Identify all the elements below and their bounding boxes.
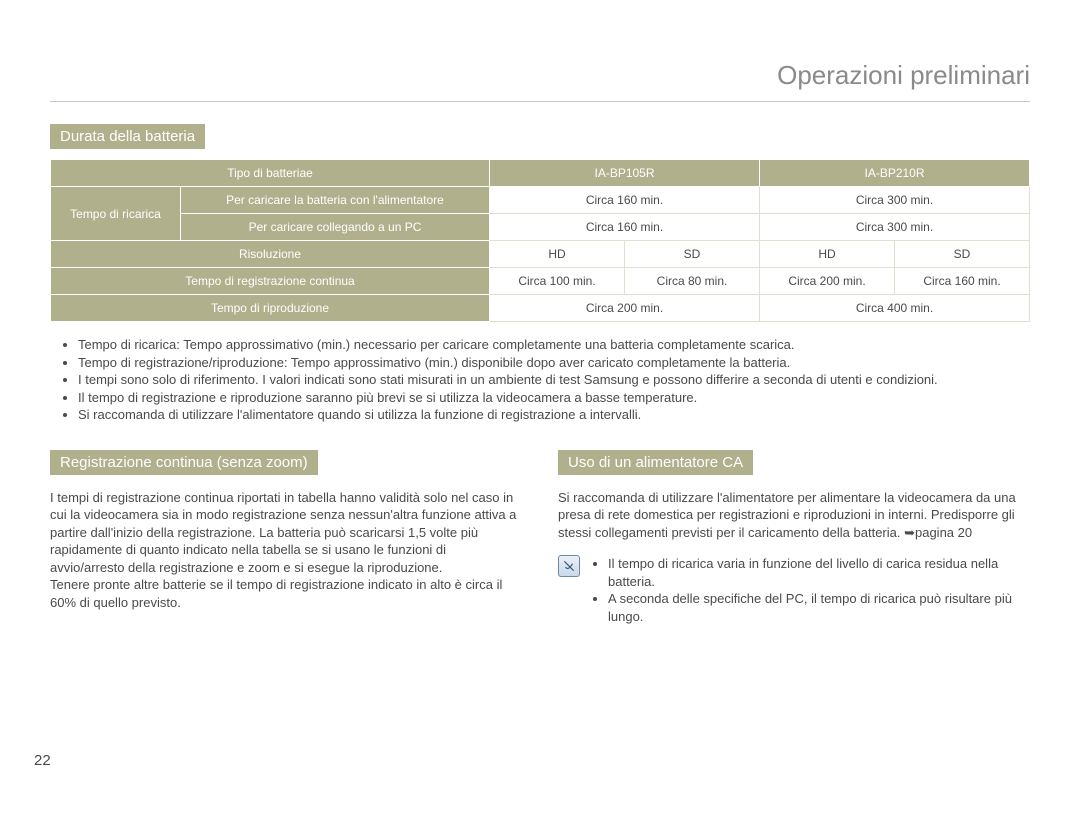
column-right: Uso di un alimentatore CA Si raccomanda … — [558, 450, 1030, 626]
td-sd-a: SD — [625, 241, 760, 268]
note-icon — [558, 555, 580, 577]
note-bullet-list: Il tempo di ricarica varia in funzione d… — [608, 555, 1030, 625]
section-battery-duration-label: Durata della batteria — [50, 124, 205, 149]
th-recharge-pc: Per caricare collegando a un PC — [181, 214, 490, 241]
page-number: 22 — [34, 752, 51, 769]
chapter-title: Operazioni preliminari — [50, 60, 1030, 102]
th-cont-rec: Tempo di registrazione continua — [51, 268, 490, 295]
th-col-b: IA-BP210R — [760, 160, 1030, 187]
td-hd-a: HD — [490, 241, 625, 268]
td-rec-b-sd: Circa 160 min. — [895, 268, 1030, 295]
column-left: Registrazione continua (senza zoom) I te… — [50, 450, 522, 626]
battery-table: Tipo di batteriae IA-BP105R IA-BP210R Te… — [50, 159, 1030, 322]
note-box: Il tempo di ricarica varia in funzione d… — [558, 555, 1030, 625]
section-cont-rec-label: Registrazione continua (senza zoom) — [50, 450, 318, 475]
section-ac-adapter-label: Uso di un alimentatore CA — [558, 450, 753, 475]
main-bullet-list: Tempo di ricarica: Tempo approssimativo … — [78, 336, 1030, 424]
list-item: Tempo di ricarica: Tempo approssimativo … — [78, 336, 1030, 354]
list-item: Tempo di registrazione/riproduzione: Tem… — [78, 354, 1030, 372]
th-resolution: Risoluzione — [51, 241, 490, 268]
list-item: I tempi sono solo di riferimento. I valo… — [78, 371, 1030, 389]
td-pc-a: Circa 160 min. — [490, 214, 760, 241]
list-item: Il tempo di registrazione e riproduzione… — [78, 389, 1030, 407]
td-rec-a-hd: Circa 100 min. — [490, 268, 625, 295]
td-rec-a-sd: Circa 80 min. — [625, 268, 760, 295]
td-play-a: Circa 200 min. — [490, 295, 760, 322]
td-ac-b: Circa 300 min. — [760, 187, 1030, 214]
td-ac-a: Circa 160 min. — [490, 187, 760, 214]
th-recharge-ac: Per caricare la batteria con l'alimentat… — [181, 187, 490, 214]
th-battery-type: Tipo di batteriae — [51, 160, 490, 187]
th-play-time: Tempo di riproduzione — [51, 295, 490, 322]
section-cont-rec-text: I tempi di registrazione continua riport… — [50, 489, 522, 612]
td-rec-b-hd: Circa 200 min. — [760, 268, 895, 295]
td-sd-b: SD — [895, 241, 1030, 268]
td-hd-b: HD — [760, 241, 895, 268]
section-ac-adapter-text: Si raccomanda di utilizzare l'alimentato… — [558, 489, 1030, 542]
list-item: A seconda delle specifiche del PC, il te… — [608, 590, 1030, 625]
table-row: Tipo di batteriae IA-BP105R IA-BP210R — [51, 160, 1030, 187]
td-play-b: Circa 400 min. — [760, 295, 1030, 322]
table-row: Tempo di riproduzione Circa 200 min. Cir… — [51, 295, 1030, 322]
table-row: Tempo di ricarica Per caricare la batter… — [51, 187, 1030, 214]
list-item: Il tempo di ricarica varia in funzione d… — [608, 555, 1030, 590]
list-item: Si raccomanda di utilizzare l'alimentato… — [78, 406, 1030, 424]
th-recharge: Tempo di ricarica — [51, 187, 181, 241]
table-row: Tempo di registrazione continua Circa 10… — [51, 268, 1030, 295]
table-row: Per caricare collegando a un PC Circa 16… — [51, 214, 1030, 241]
th-col-a: IA-BP105R — [490, 160, 760, 187]
table-row: Risoluzione HD SD HD SD — [51, 241, 1030, 268]
td-pc-b: Circa 300 min. — [760, 214, 1030, 241]
